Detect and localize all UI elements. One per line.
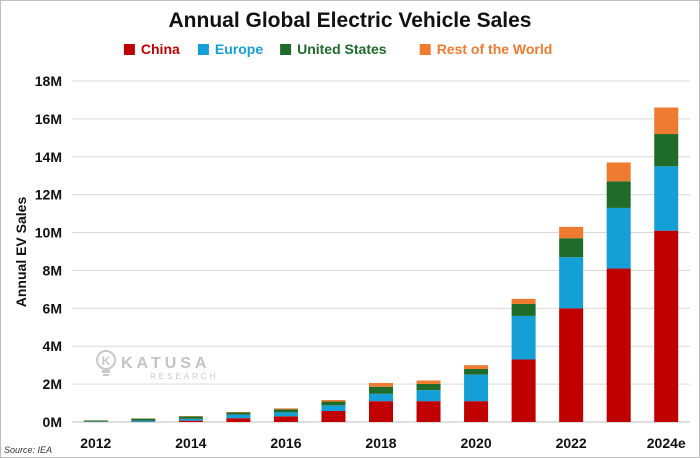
bar-segment (83, 420, 108, 422)
bar-segment (464, 401, 489, 422)
bar-segment (131, 420, 156, 422)
bar-segment (369, 386, 393, 394)
watermark-name: KATUSA (121, 355, 210, 372)
bar-segment (273, 412, 298, 417)
legend-swatch (123, 44, 135, 55)
y-tick-label: 18M (35, 73, 62, 89)
x-tick-label: 2016 (270, 435, 301, 451)
y-tick-label: 8M (43, 262, 62, 278)
y-axis-ticks: 0M 2M 4M 6M 8M 10M 12M 14M 16M 18M (35, 73, 62, 430)
x-axis-ticks: 2012 2014 2016 2018 2020 2022 2024e (80, 435, 686, 451)
x-tick-label: 2024e (647, 435, 686, 451)
bar-segment (273, 408, 298, 410)
legend-swatch (419, 44, 431, 55)
bar-segment (321, 405, 346, 412)
bar-segment (369, 401, 393, 422)
legend-label: China (141, 41, 180, 57)
bar-segment (131, 418, 156, 421)
bar-segment (416, 401, 441, 422)
x-tick-label: 2020 (460, 435, 491, 451)
y-tick-label: 10M (35, 225, 62, 241)
bar-segment (654, 107, 679, 135)
bar-segment (464, 365, 489, 369)
bar-segment (511, 359, 536, 422)
bar-segment (226, 414, 251, 419)
legend-swatch (197, 44, 209, 55)
watermark-subtitle: RESEARCH (150, 372, 218, 381)
bar-segment (416, 390, 441, 402)
bar-segment (464, 368, 489, 375)
bar-segment (273, 416, 298, 422)
bar-segment (273, 409, 298, 413)
bar-segment (559, 226, 584, 239)
legend: China Europe United States Rest of the Worl… (123, 41, 553, 57)
bar-segment (559, 257, 584, 309)
bar-segment (606, 207, 631, 269)
bar-segment (178, 418, 203, 421)
watermark: K KATUSA RESEARCH (96, 350, 218, 381)
bar-segment (178, 420, 203, 422)
legend-label: Rest of the World (437, 41, 553, 57)
bar-segment (511, 315, 536, 360)
bar-segment (369, 382, 393, 387)
bar-segment (178, 416, 203, 419)
bar-segment (321, 401, 346, 406)
bar-segment (654, 166, 679, 231)
bar-segment (321, 400, 346, 402)
y-tick-label: 4M (43, 338, 62, 354)
legend-swatch (280, 44, 292, 55)
y-tick-label: 16M (35, 111, 62, 127)
bar-segment (654, 134, 679, 167)
bar-segment (606, 181, 631, 208)
x-tick-label: 2022 (556, 435, 587, 451)
svg-text:K: K (102, 354, 111, 368)
bar-segment (369, 393, 393, 402)
bars (83, 107, 679, 422)
bar-segment (226, 418, 251, 422)
legend-label: Europe (215, 41, 263, 57)
bar-segment (416, 380, 441, 384)
y-tick-label: 6M (43, 300, 62, 316)
x-tick-label: 2012 (80, 435, 111, 451)
bar-segment (321, 411, 346, 422)
bar-segment (511, 303, 536, 316)
bar-segment (226, 412, 251, 415)
y-tick-label: 14M (35, 149, 62, 165)
y-tick-label: 12M (35, 187, 62, 203)
bar-segment (606, 162, 631, 182)
y-axis-label: Annual EV Sales (13, 197, 29, 308)
legend-label: United States (297, 41, 387, 57)
bar-segment (606, 268, 631, 422)
chart-title: Annual Global Electric Vehicle Sales (169, 9, 532, 32)
lightbulb-k-icon: K (96, 350, 116, 376)
bar-segment (559, 238, 584, 258)
bar-segment (416, 383, 441, 391)
y-tick-label: 2M (43, 376, 62, 392)
gridlines (72, 80, 690, 423)
x-tick-label: 2014 (175, 435, 206, 451)
source-note: Source: IEA (4, 445, 52, 455)
bar-segment (511, 298, 536, 304)
y-tick-label: 0M (43, 414, 62, 430)
bar-segment (559, 308, 584, 422)
bar-segment (464, 374, 489, 402)
bar-segment (226, 411, 251, 413)
bar-segment (654, 230, 679, 422)
x-tick-label: 2018 (365, 435, 396, 451)
